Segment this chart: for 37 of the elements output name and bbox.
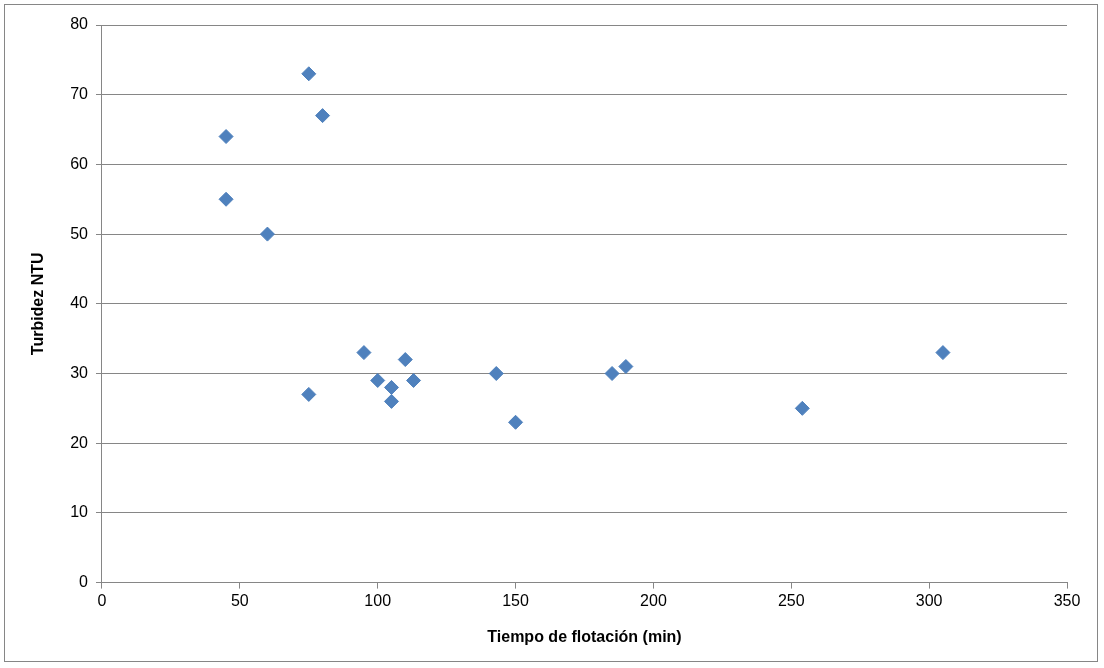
x-tick-label: 150: [502, 591, 530, 609]
point: [488, 366, 504, 381]
y-tick-label: 80: [70, 15, 89, 33]
y-tick-label: 60: [70, 154, 89, 172]
x-tick-label: 250: [777, 591, 805, 609]
point: [935, 345, 951, 361]
x-tick-label: 300: [915, 591, 943, 609]
x-tick-label: 350: [1053, 591, 1081, 609]
point: [218, 129, 234, 145]
x-tick-label: 100: [364, 591, 392, 609]
point: [356, 345, 372, 361]
point: [604, 366, 620, 381]
x-tick-label: 50: [230, 591, 249, 609]
point: [794, 400, 810, 416]
x-tick-label: 0: [97, 591, 107, 609]
point: [384, 393, 399, 409]
point: [384, 379, 399, 395]
point: [406, 372, 422, 388]
y-tick-label: 10: [70, 503, 89, 521]
point: [618, 359, 634, 375]
y-tick-label: 70: [70, 85, 89, 103]
point: [301, 66, 317, 82]
y-axis-title: Turbidez NTU: [29, 252, 47, 356]
x-tick-label: 200: [640, 591, 667, 609]
x-axis-title: Tiempo de flotación (min): [487, 627, 682, 645]
y-tick-label: 20: [70, 433, 89, 451]
y-tick-label: 30: [70, 363, 89, 381]
point: [218, 191, 234, 207]
point: [301, 386, 317, 402]
point: [397, 352, 413, 368]
point: [508, 414, 524, 430]
point: [370, 372, 386, 388]
y-tick-label: 50: [70, 224, 89, 242]
point: [315, 108, 331, 124]
y-tick-label: 0: [79, 573, 89, 591]
y-tick-label: 40: [70, 294, 89, 312]
point: [259, 226, 275, 242]
